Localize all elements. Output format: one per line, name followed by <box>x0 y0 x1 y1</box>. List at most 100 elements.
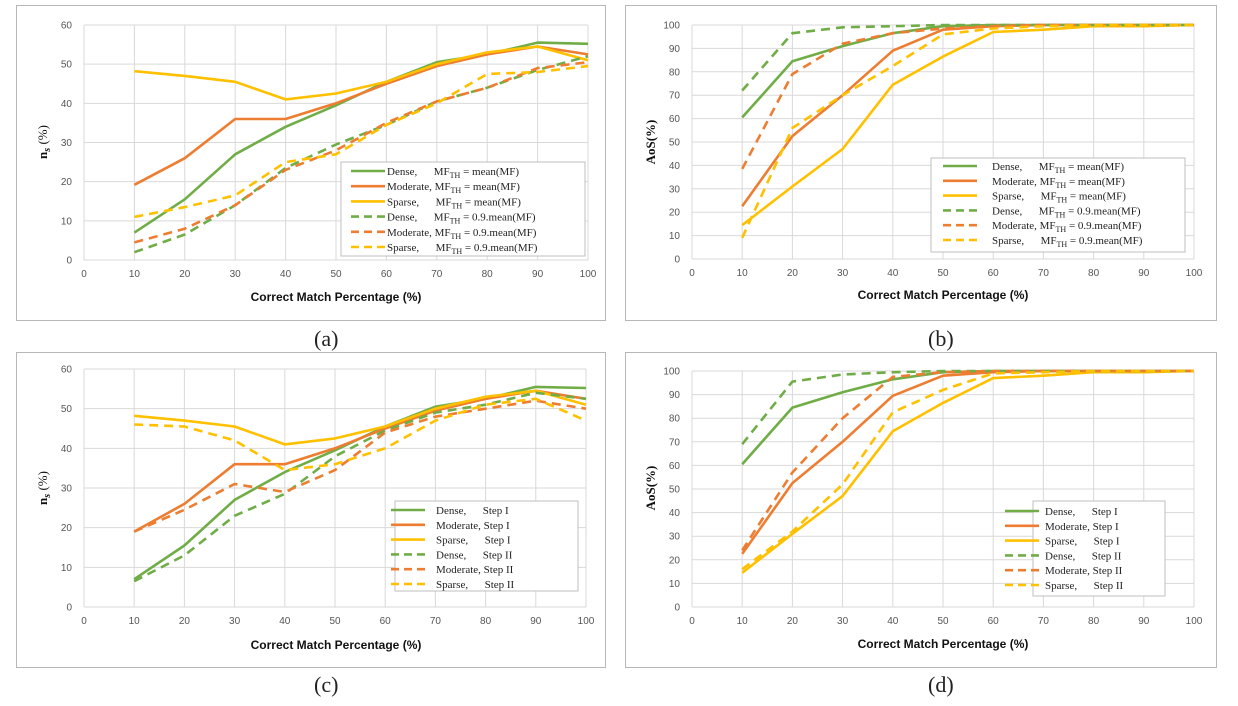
y-tick-label: 50 <box>61 404 73 415</box>
y-tick-label: 20 <box>669 208 681 219</box>
legend-entry: Sparse, MFTH = 0.9.mean(MF) <box>387 242 538 256</box>
y-tick-label: 30 <box>61 138 73 149</box>
series-line-sparse-dashed <box>741 23 1194 239</box>
legend-box <box>1032 500 1166 597</box>
x-tick-label: 100 <box>578 616 595 627</box>
x-tick-label: 10 <box>129 269 141 280</box>
series-line-sparse-solid <box>134 389 587 446</box>
series-line-dense-dashed <box>133 391 587 583</box>
x-tick-label: 30 <box>229 616 241 627</box>
y-tick-label: 0 <box>66 256 72 267</box>
x-tick-label: 50 <box>329 616 341 627</box>
x-tick-label: 100 <box>1186 268 1203 279</box>
y-tick-label: 20 <box>61 177 73 188</box>
legend-entry: Sparse, Step II <box>436 579 515 591</box>
y-tick-label: 0 <box>674 603 680 614</box>
x-tick-label: 80 <box>1088 268 1100 279</box>
legend-entry: Sparse, MFTH = 0.9.mean(MF) <box>992 235 1143 249</box>
x-tick-label: 70 <box>431 269 443 280</box>
legend-entry: Moderate, MFTH = 0.9.mean(MF) <box>387 227 537 241</box>
y-tick-label: 20 <box>669 555 681 566</box>
x-tick-label: 90 <box>532 269 544 280</box>
x-tick-label: 40 <box>887 268 899 279</box>
x-tick-label: 40 <box>279 616 291 627</box>
x-tick-label: 90 <box>530 616 542 627</box>
legend-box <box>340 161 586 257</box>
legend-entry: Moderate, Step II <box>1045 565 1123 577</box>
y-tick-label: 90 <box>669 44 681 55</box>
x-tick-label: 0 <box>81 616 87 627</box>
series-line-moderate-dashed <box>133 399 587 533</box>
x-tick-label: 80 <box>1088 616 1100 627</box>
y-tick-label: 60 <box>61 365 73 376</box>
legend-box <box>394 500 579 592</box>
series-line-moderate-dashed <box>134 60 589 244</box>
x-tick-label: 30 <box>230 269 242 280</box>
x-tick-label: 50 <box>330 269 342 280</box>
legend-entry: Sparse, Step I <box>1045 536 1120 548</box>
y-tick-label: 40 <box>61 444 73 455</box>
y-tick-label: 60 <box>61 21 73 32</box>
series-line-sparse-solid <box>134 45 589 101</box>
x-axis-label: Correct Match Percentage (%) <box>858 637 1029 651</box>
legend-entry: Dense, MFTH = mean(MF) <box>387 166 519 180</box>
y-tick-label: 90 <box>669 390 681 401</box>
caption-a: (a) <box>314 326 339 351</box>
y-tick-label: 10 <box>669 231 681 242</box>
legend-entry: Dense, MFTH = 0.9.mean(MF) <box>387 212 536 226</box>
x-tick-label: 40 <box>887 616 899 627</box>
x-tick-label: 0 <box>689 268 695 279</box>
x-axis-label: Correct Match Percentage (%) <box>858 288 1029 302</box>
y-tick-label: 60 <box>669 114 681 125</box>
y-tick-label: 30 <box>61 484 73 495</box>
legend-entry: Moderate, MFTH = mean(MF) <box>992 176 1125 190</box>
y-tick-label: 80 <box>669 67 681 78</box>
y-tick-label: 50 <box>669 485 681 496</box>
y-tick-label: 30 <box>669 184 681 195</box>
x-tick-label: 10 <box>129 616 141 627</box>
legend-entry: Moderate, MFTH = 0.9.mean(MF) <box>992 220 1142 234</box>
x-tick-label: 20 <box>179 269 191 280</box>
x-tick-label: 100 <box>580 269 597 280</box>
y-tick-label: 100 <box>663 21 680 32</box>
y-tick-label: 40 <box>61 99 73 110</box>
caption-d: (d) <box>928 672 954 697</box>
x-tick-label: 20 <box>179 616 191 627</box>
y-axis-label: AoS(%) <box>643 466 658 511</box>
x-axis-label: Correct Match Percentage (%) <box>251 290 422 304</box>
y-tick-label: 20 <box>61 523 73 534</box>
legend-entry: Sparse, Step II <box>1045 580 1124 592</box>
y-axis-label: ns (%) <box>35 125 53 159</box>
y-tick-label: 30 <box>669 532 681 543</box>
y-tick-label: 80 <box>669 414 681 425</box>
legend-entry: Sparse, Step I <box>436 535 511 547</box>
x-tick-label: 80 <box>480 616 492 627</box>
x-tick-label: 0 <box>81 269 87 280</box>
legend-entry: Moderate, MFTH = mean(MF) <box>387 181 520 195</box>
x-tick-label: 100 <box>1186 616 1203 627</box>
x-tick-label: 70 <box>1038 616 1050 627</box>
y-tick-label: 40 <box>669 161 681 172</box>
y-tick-label: 100 <box>663 367 680 378</box>
y-tick-label: 10 <box>61 563 73 574</box>
legend-entry: Moderate, Step I <box>1045 521 1119 533</box>
y-axis-label: ns (%) <box>35 471 53 505</box>
legend-entry: Dense, MFTH = mean(MF) <box>992 161 1124 175</box>
y-tick-label: 70 <box>669 437 681 448</box>
x-tick-label: 90 <box>1138 268 1150 279</box>
x-tick-label: 0 <box>689 616 695 627</box>
x-tick-label: 70 <box>430 616 442 627</box>
legend-entry: Dense, Step II <box>1045 550 1122 562</box>
legend-box <box>930 157 1186 253</box>
legend-entry: Dense, Step II <box>436 549 513 561</box>
legend-entry: Sparse, MFTH = mean(MF) <box>387 196 521 210</box>
x-tick-label: 90 <box>1138 616 1150 627</box>
legend-entry: Dense, Step I <box>1045 506 1118 518</box>
series-line-dense-solid <box>741 369 1194 466</box>
y-axis-label: AoS(%) <box>643 120 658 165</box>
y-tick-label: 0 <box>674 255 680 266</box>
